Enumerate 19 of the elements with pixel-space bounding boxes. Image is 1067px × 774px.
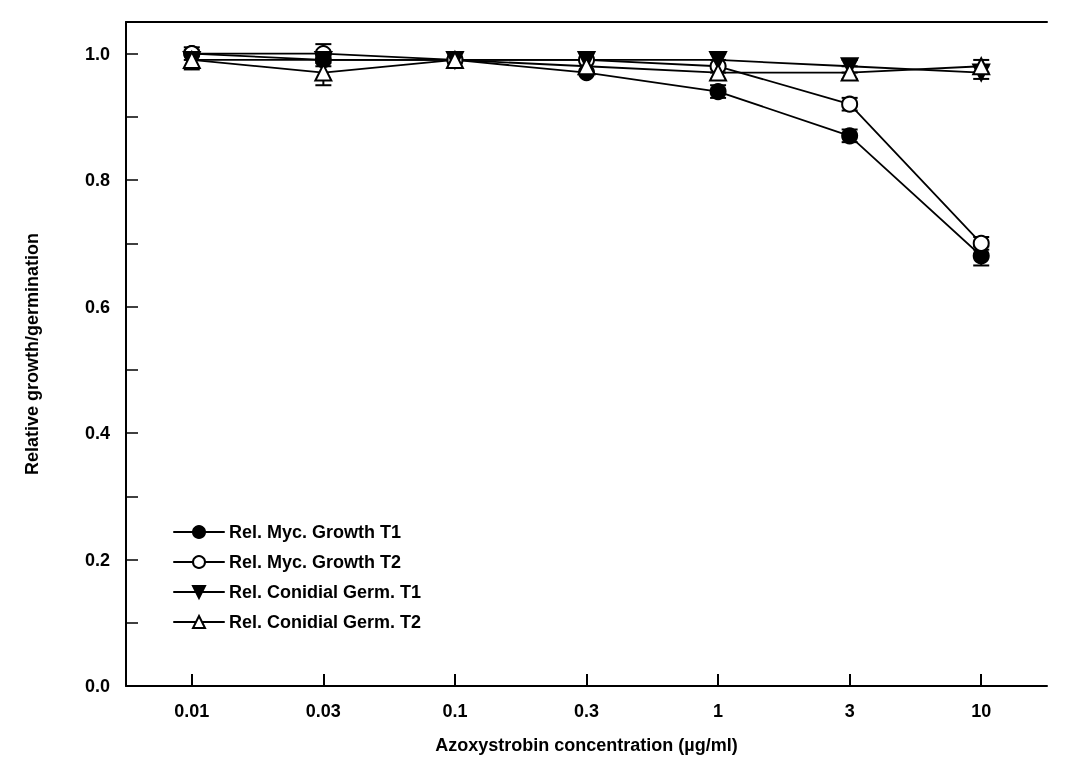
x-tick-label: 0.01: [174, 701, 210, 721]
y-tick-label: 0.8: [84, 170, 110, 191]
legend-label: Rel. Myc. Growth T1: [229, 522, 402, 542]
y-tick-label: 1.0: [84, 43, 110, 64]
x-tick-label: 0.3: [573, 701, 600, 721]
x-tick-label: 3: [844, 701, 855, 721]
y-axis-title: Relative growth/germination: [22, 232, 42, 476]
y-tick-label: 0.4: [84, 423, 110, 444]
legend-label: Rel. Myc. Growth T2: [229, 552, 402, 572]
x-tick-label: 0.1: [442, 701, 468, 721]
legend-label: Rel. Conidial Germ. T2: [229, 612, 422, 632]
y-tick-label: 0.6: [84, 296, 110, 317]
x-tick-label: 10: [971, 701, 992, 721]
x-tick-label: 1: [713, 701, 724, 721]
x-tick-label: 0.03: [305, 701, 341, 721]
x-axis-title: Azoxystrobin concentration (µg/ml): [435, 735, 738, 755]
y-tick-label: 0.2: [84, 549, 110, 570]
y-tick-label: 0.0: [84, 676, 110, 696]
legend-label: Rel. Conidial Germ. T1: [229, 582, 422, 602]
